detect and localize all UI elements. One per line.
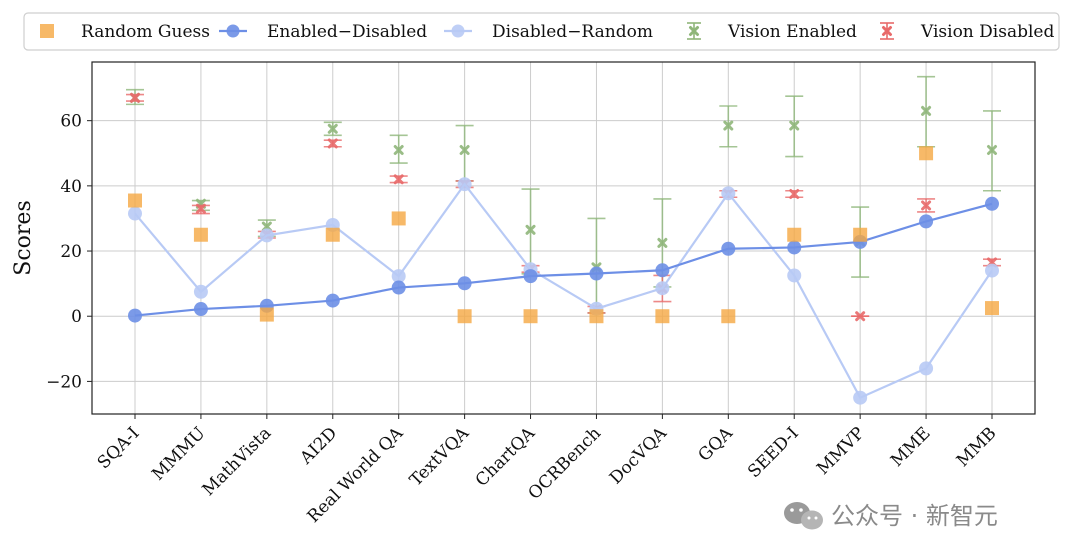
vision-enabled-point — [459, 145, 470, 155]
vision-enabled-point — [789, 120, 800, 131]
random-guess-point — [391, 211, 406, 226]
enabled-disabled-point — [589, 266, 604, 281]
vision-enabled-point — [525, 224, 536, 235]
enabled-disabled-point — [325, 293, 340, 308]
disabled-random-point — [853, 390, 868, 405]
vision-disabled-point — [130, 92, 140, 103]
y-tick-label: 20 — [60, 242, 82, 262]
enabled-disabled-point — [193, 302, 208, 317]
disabled-random-point — [655, 281, 670, 296]
enabled-disabled-series — [128, 196, 999, 323]
vision-disabled-point — [855, 311, 866, 322]
plot-frame — [91, 61, 1036, 415]
x-tick-label: MMB — [953, 423, 1001, 471]
disabled-random-point — [391, 269, 406, 284]
vision-enabled-point — [921, 105, 932, 116]
legend-marker-enabled-disabled — [226, 24, 240, 38]
legend-marker-random-guess — [40, 24, 54, 38]
vision-disabled-series — [126, 92, 1001, 322]
vision-disabled-point — [921, 200, 932, 211]
vision-enabled-point — [723, 120, 734, 131]
disabled-random-series — [128, 177, 999, 405]
x-tick-label: GQA — [695, 423, 738, 466]
legend-frame — [23, 12, 1060, 51]
vision-disabled-point — [327, 138, 338, 149]
enabled-disabled-point — [523, 269, 538, 284]
x-tick-label: SEED-I — [744, 423, 803, 482]
legend-marker-disabled-random — [451, 24, 465, 38]
watermark-text: 公众号 · 新智元 — [831, 502, 998, 530]
vision-enabled-point — [657, 237, 668, 248]
grid — [92, 62, 1035, 414]
y-tick-label: 0 — [71, 307, 82, 327]
random-guess-point — [457, 309, 472, 324]
enabled-disabled-point — [787, 240, 802, 255]
random-guess-point — [128, 193, 142, 208]
legend-label-vision-disabled: Vision Disabled — [920, 22, 1054, 42]
x-tick-label: MMVP — [813, 423, 869, 479]
random-guess-point — [721, 309, 736, 324]
legend-marker-vision-disabled — [882, 26, 892, 36]
x-tick-label: DocVQA — [606, 423, 671, 488]
random-guess-point — [853, 227, 868, 242]
disabled-random-point — [128, 206, 142, 221]
vision-disabled-point — [195, 203, 206, 214]
disabled-random-point — [919, 361, 934, 376]
legend-label-vision-enabled: Vision Enabled — [727, 22, 857, 42]
disabled-random-point — [787, 268, 802, 283]
enabled-disabled-point — [655, 263, 670, 278]
x-tick-label: AI2D — [296, 423, 342, 469]
random-guess-point — [787, 227, 802, 242]
wechat-icon — [784, 502, 823, 530]
enabled-disabled-point — [721, 241, 736, 256]
random-guess-point — [655, 309, 670, 324]
enabled-disabled-point — [919, 214, 934, 229]
vision-enabled-series — [126, 75, 1001, 314]
legend-label-random-guess: Random Guess — [81, 22, 210, 42]
vision-enabled-point — [393, 145, 404, 155]
x-tick-label: MathVista — [199, 423, 276, 500]
disabled-random-point — [721, 186, 736, 201]
watermark: 公众号 · 新智元 — [784, 502, 998, 530]
disabled-random-point — [259, 228, 274, 243]
disabled-random-point — [985, 263, 999, 278]
series-layer — [126, 75, 1001, 405]
enabled-disabled-point — [391, 280, 406, 295]
enabled-disabled-point — [457, 276, 472, 291]
y-tick-label: −20 — [46, 372, 82, 392]
random-guess-point — [325, 227, 340, 242]
vision-disabled-point — [393, 174, 404, 185]
x-tick-label: SQA-I — [94, 423, 144, 473]
x-tick-label: ChartQA — [472, 423, 540, 491]
x-tick-label: MMMU — [148, 423, 209, 484]
legend-label-disabled-random: Disabled−Random — [492, 22, 653, 42]
random-guess-point — [523, 309, 538, 324]
x-tick-label: MME — [887, 423, 935, 471]
disabled-random-line — [134, 182, 993, 400]
vision-enabled-point — [987, 145, 997, 155]
random-guess-series — [128, 146, 999, 324]
enabled-disabled-line — [134, 202, 993, 317]
vision-enabled-point — [327, 123, 338, 134]
y-tick-label: 60 — [60, 112, 82, 132]
legend: Random Guess Enabled−Disabled Disabled−Ran… — [23, 12, 1060, 51]
disabled-random-point — [193, 284, 208, 299]
random-guess-point — [589, 309, 604, 324]
legend-marker-vision-enabled — [689, 26, 699, 36]
x-tick-label: TextVQA — [406, 423, 474, 491]
random-guess-point — [193, 227, 208, 242]
y-axis-label: Scores — [11, 200, 36, 275]
enabled-disabled-point — [128, 308, 142, 323]
random-guess-point — [259, 307, 274, 322]
legend-label-enabled-disabled: Enabled−Disabled — [267, 22, 427, 42]
disabled-random-point — [457, 177, 472, 192]
y-tick-label: 40 — [60, 177, 82, 197]
y-ticks: −20 0 20 40 60 — [46, 112, 92, 392]
vision-disabled-point — [789, 189, 800, 199]
random-guess-point — [919, 146, 934, 161]
enabled-disabled-point — [985, 196, 999, 211]
random-guess-point — [985, 301, 999, 316]
